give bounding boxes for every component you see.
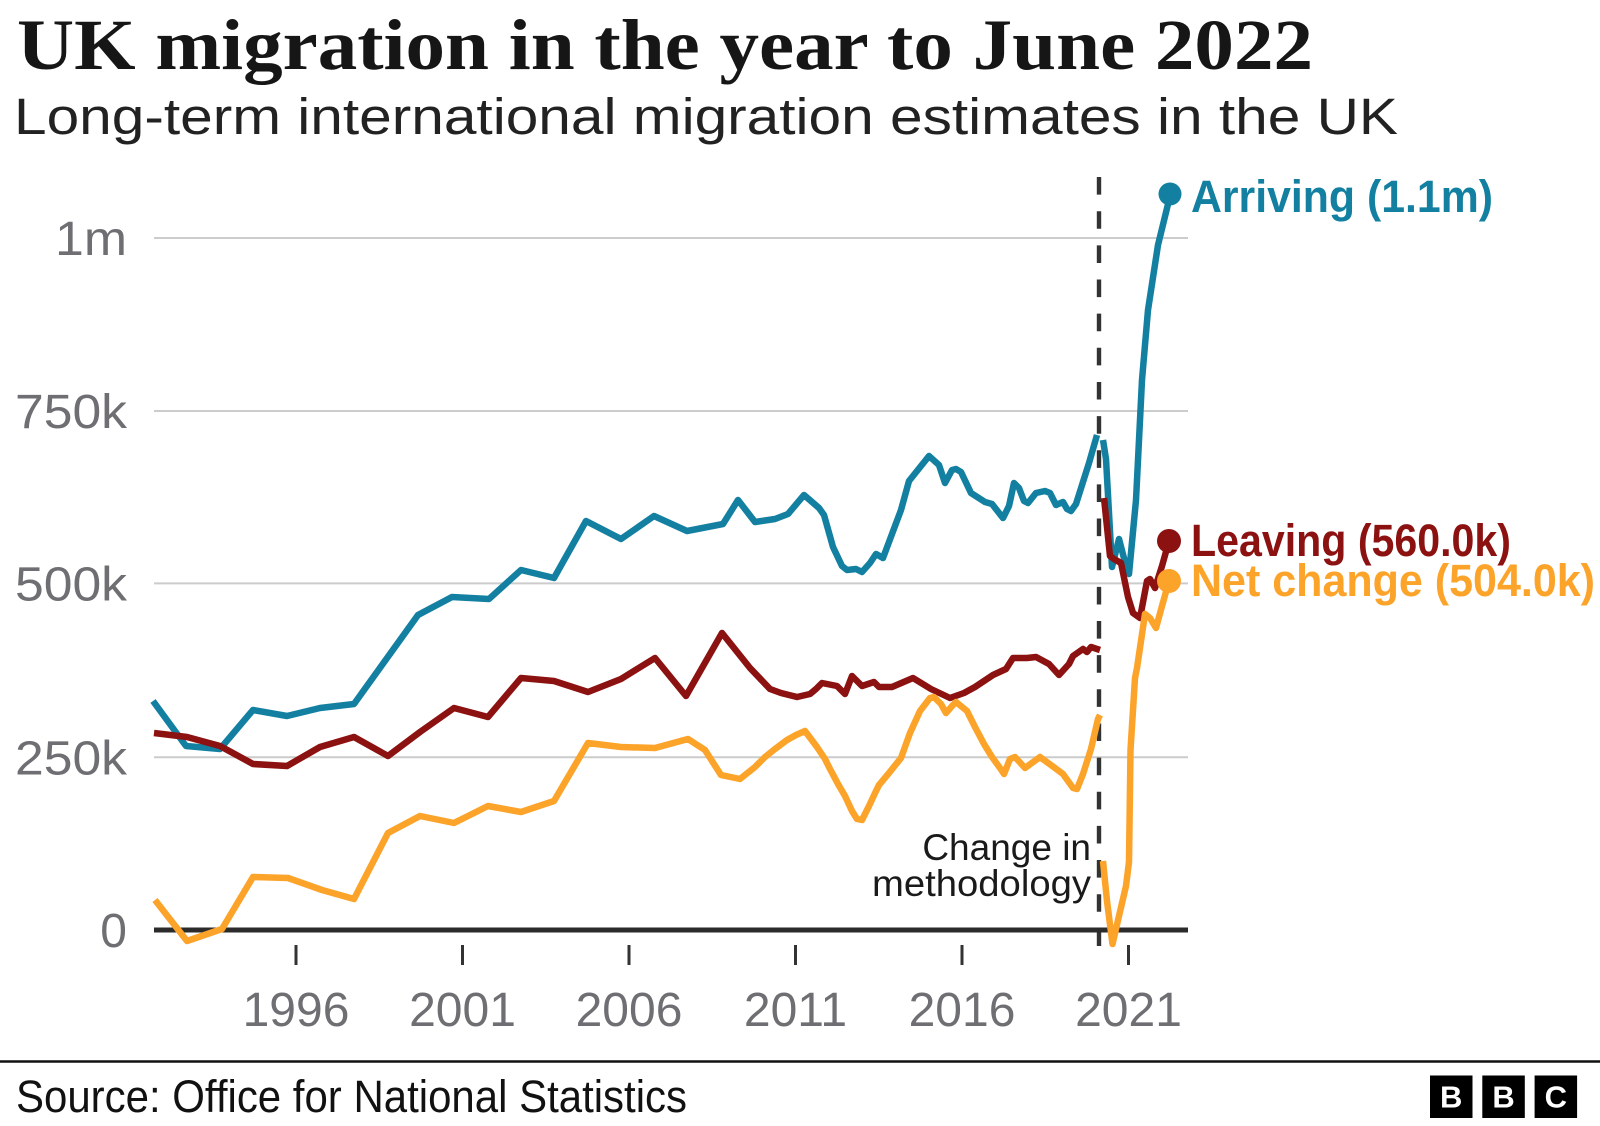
svg-text:2011: 2011 (744, 984, 847, 1037)
svg-text:2016: 2016 (909, 984, 1016, 1037)
svg-text:1m: 1m (55, 213, 127, 266)
svg-text:Long-term international migrat: Long-term international migration estima… (14, 88, 1398, 145)
svg-text:B: B (1492, 1080, 1514, 1115)
svg-text:250k: 250k (15, 732, 128, 785)
svg-text:2006: 2006 (576, 984, 683, 1037)
svg-text:Change in: Change in (922, 827, 1091, 868)
svg-text:750k: 750k (15, 386, 128, 439)
svg-text:Arriving (1.1m): Arriving (1.1m) (1191, 171, 1493, 222)
svg-text:Net change (504.0k): Net change (504.0k) (1191, 555, 1595, 606)
svg-text:UK migration in the year to Ju: UK migration in the year to June 2022 (17, 5, 1313, 85)
svg-text:Source: Office for National St: Source: Office for National Statistics (16, 1071, 687, 1122)
svg-text:500k: 500k (15, 558, 128, 611)
svg-text:B: B (1440, 1080, 1462, 1115)
svg-text:1996: 1996 (243, 984, 350, 1037)
svg-text:2001: 2001 (409, 984, 516, 1037)
svg-text:Leaving (560.0k): Leaving (560.0k) (1191, 515, 1511, 566)
svg-text:2021: 2021 (1075, 984, 1182, 1037)
svg-text:C: C (1545, 1080, 1567, 1115)
svg-text:0: 0 (100, 905, 127, 958)
svg-text:methodology: methodology (872, 863, 1092, 904)
